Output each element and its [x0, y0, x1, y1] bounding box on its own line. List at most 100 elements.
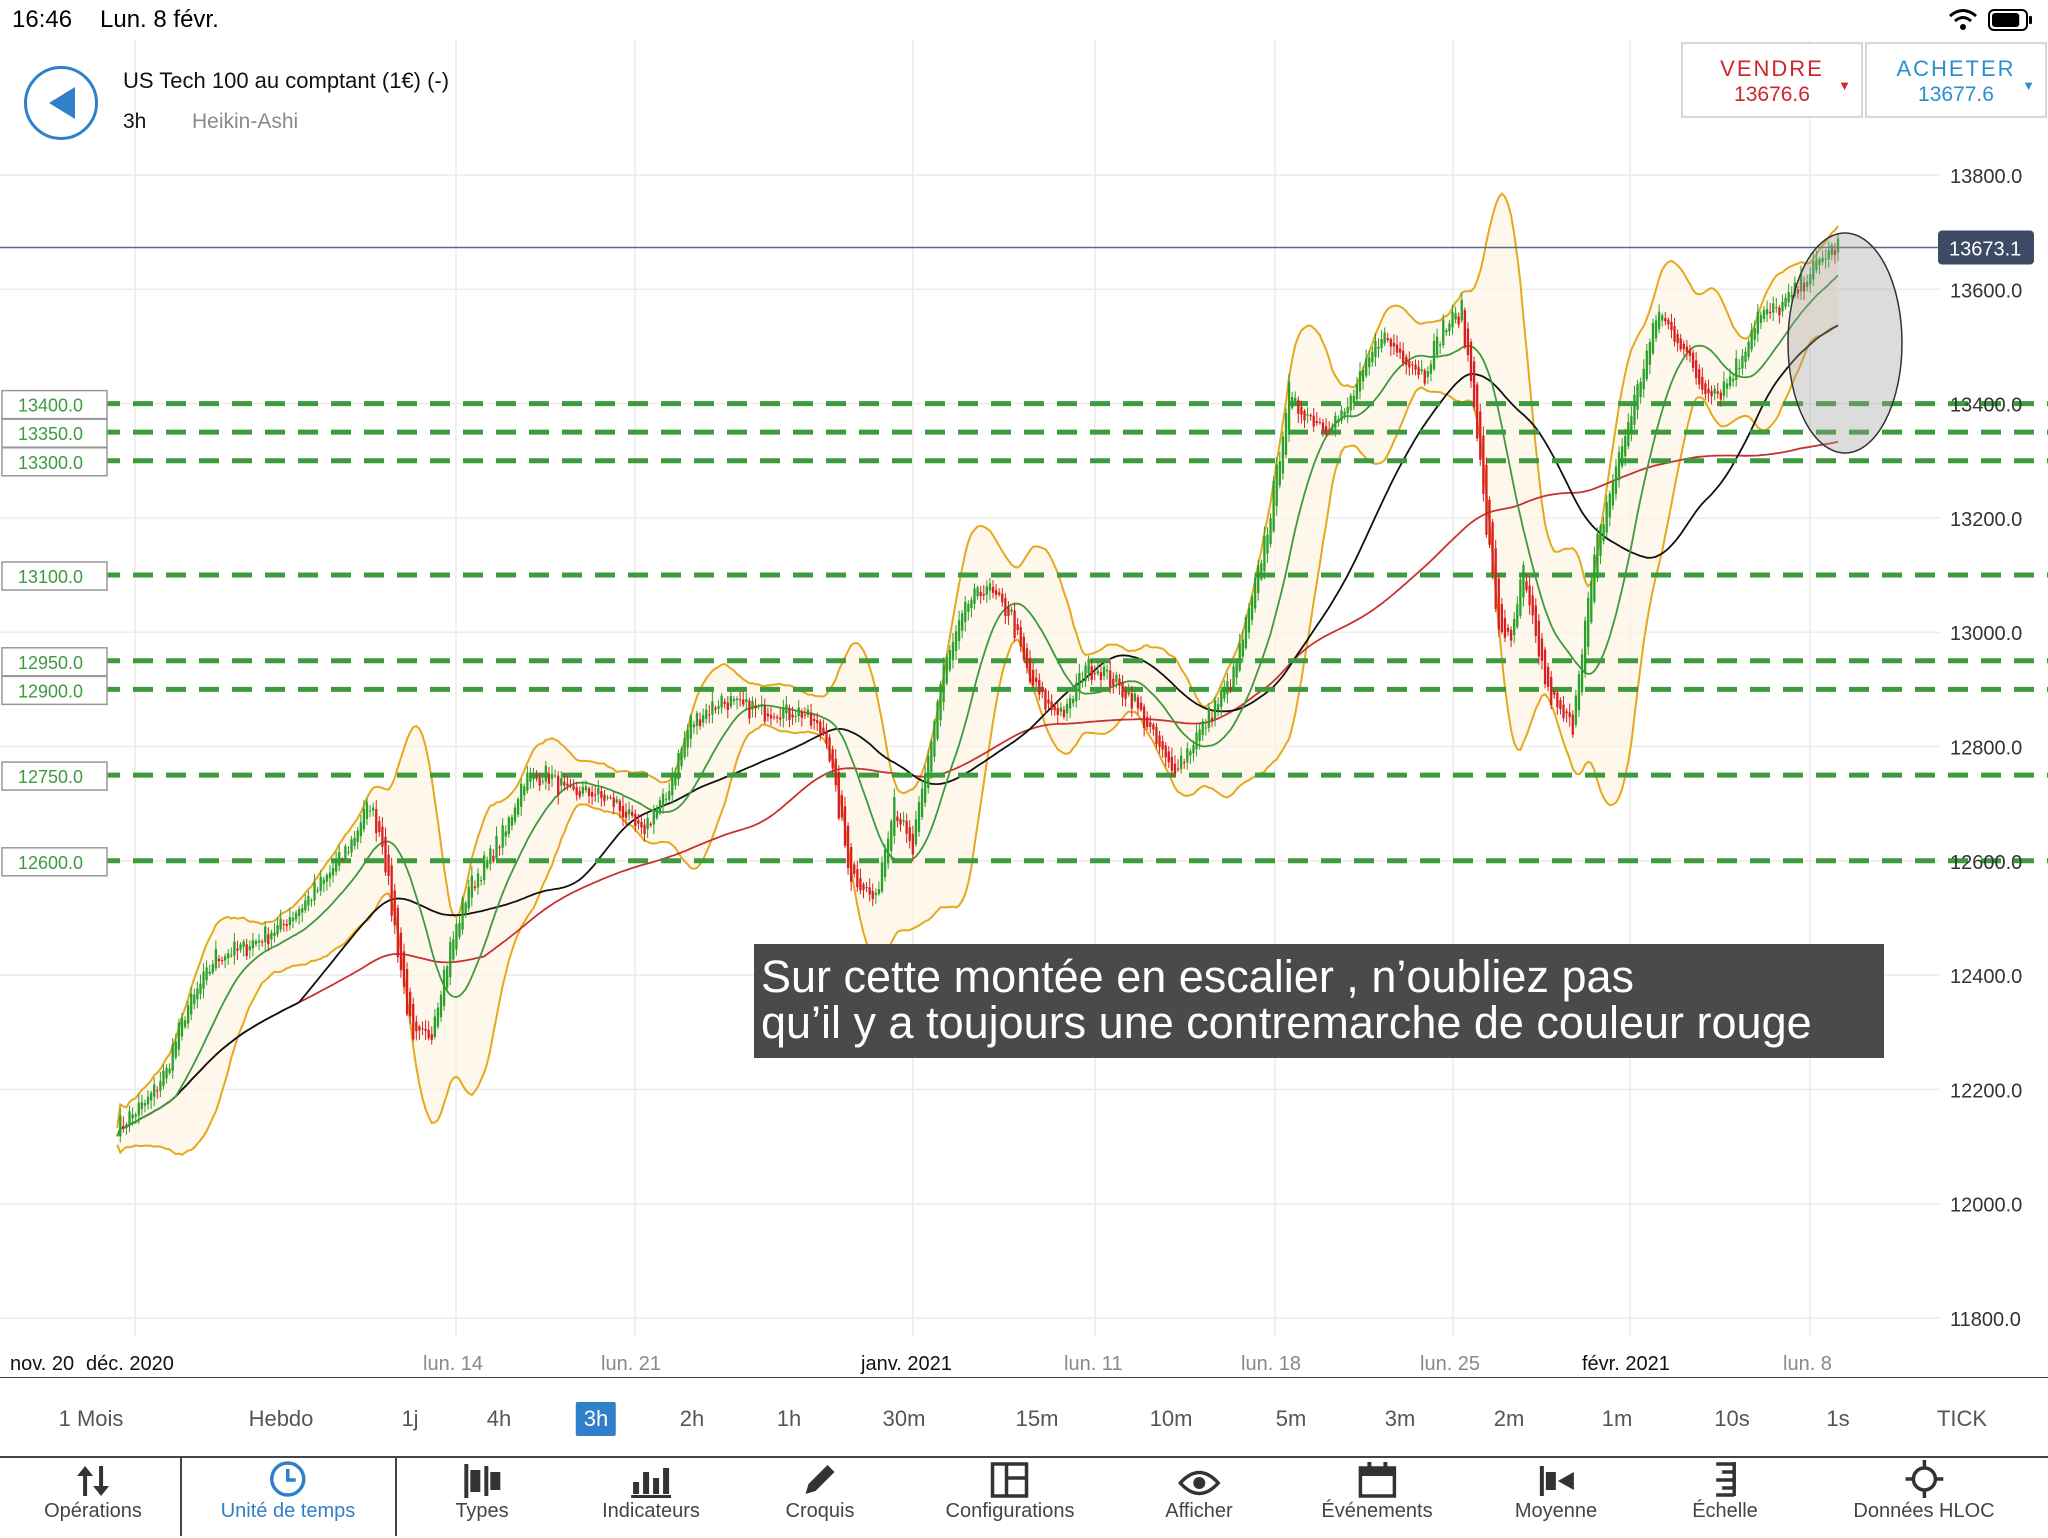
- timeframe-option-1j[interactable]: 1j: [401, 1406, 419, 1431]
- candle: [486, 859, 489, 868]
- candle: [378, 821, 381, 833]
- candle: [735, 698, 739, 701]
- candle: [809, 712, 813, 726]
- candle: [705, 709, 708, 719]
- timeframe-option-3h[interactable]: 3h: [575, 1402, 617, 1436]
- toolbar-candles-button[interactable]: Types: [455, 1458, 509, 1538]
- candle: [698, 719, 702, 726]
- candle: [1756, 311, 1759, 334]
- candle: [880, 862, 884, 892]
- candle: [964, 601, 967, 622]
- candle: [874, 892, 877, 896]
- timeframe-option-30m[interactable]: 30m: [882, 1406, 926, 1431]
- candle: [257, 940, 261, 943]
- toolbar-bar-chart-button[interactable]: Indicateurs: [602, 1458, 700, 1538]
- candle: [658, 800, 662, 814]
- timeframe-option-hebdo[interactable]: Hebdo: [248, 1406, 314, 1431]
- candle: [1312, 415, 1315, 427]
- toolbar-clock-button[interactable]: Unité de temps: [221, 1458, 355, 1538]
- instrument-title: US Tech 100 au comptant (1€) (-): [123, 68, 450, 93]
- candle: [409, 991, 412, 1017]
- candle: [236, 948, 239, 951]
- candle: [1318, 422, 1322, 424]
- candle: [1361, 369, 1365, 382]
- moving-average-mid-line: [116, 324, 1839, 1137]
- timeframe-option-15m[interactable]: 15m: [1015, 1406, 1059, 1431]
- timeframe-option-5m[interactable]: 5m: [1275, 1406, 1307, 1431]
- candle: [125, 1124, 128, 1128]
- candle: [782, 707, 785, 719]
- timeframe-option-1m[interactable]: 1m: [1601, 1406, 1633, 1431]
- candle: [887, 838, 890, 864]
- candle: [498, 847, 501, 849]
- candle: [1580, 654, 1584, 693]
- toolbar-arrows-updown-button[interactable]: Opérations: [44, 1458, 142, 1538]
- candle: [1229, 687, 1232, 690]
- timeframe-option-tick[interactable]: TICK: [1936, 1406, 1988, 1431]
- price-chart[interactable]: 13400.0 13350.0 13300.0 13100.0 12950.0 12900…: [0, 40, 2048, 1378]
- candle: [523, 786, 526, 796]
- candle: [473, 886, 477, 889]
- toolbar-eye-button[interactable]: Afficher: [1165, 1458, 1233, 1538]
- candle: [569, 784, 572, 787]
- candle: [455, 924, 458, 950]
- candle: [452, 939, 455, 960]
- timeframe-option-10s[interactable]: 10s: [1714, 1406, 1750, 1431]
- candle: [1161, 741, 1164, 750]
- toolbar-calendar-button[interactable]: Événements: [1321, 1458, 1433, 1538]
- back-button[interactable]: [24, 66, 98, 140]
- candle: [149, 1092, 153, 1101]
- timeframe-option-4h[interactable]: 4h: [486, 1406, 512, 1431]
- candle: [1109, 670, 1112, 687]
- candle: [1213, 700, 1217, 720]
- candle: [1506, 627, 1510, 632]
- candle: [1747, 341, 1750, 357]
- timeframe-option-3m[interactable]: 3m: [1384, 1406, 1416, 1431]
- timeframe-option-2m[interactable]: 2m: [1493, 1406, 1525, 1431]
- candle: [920, 788, 924, 818]
- candle: [621, 805, 625, 818]
- candle: [1636, 384, 1639, 410]
- candle: [520, 783, 523, 807]
- toolbar-crosshair-button[interactable]: Données HLOC: [1853, 1458, 1995, 1538]
- caption-line-1: Sur cette montée en escalier , n’oubliez…: [761, 951, 1634, 1002]
- candle: [359, 822, 362, 837]
- candle: [180, 1017, 184, 1037]
- candle: [171, 1044, 174, 1071]
- candle: [785, 704, 788, 714]
- timeframe-option-10m[interactable]: 10m: [1149, 1406, 1193, 1431]
- toolbar-layout-button[interactable]: Configurations: [946, 1458, 1074, 1538]
- timeframe-option-1s[interactable]: 1s: [1826, 1406, 1850, 1431]
- candle: [294, 912, 298, 920]
- candle: [1469, 341, 1473, 382]
- toolbar-pencil-button[interactable]: Croquis: [786, 1458, 854, 1538]
- candle: [1368, 357, 1371, 368]
- candle: [748, 700, 751, 719]
- candle: [794, 715, 797, 717]
- candle: [973, 588, 976, 604]
- candle: [701, 715, 705, 723]
- sell-button[interactable]: VENDRE 13676.6 ▼: [1681, 42, 1863, 118]
- candle: [260, 941, 264, 943]
- candle: [1078, 672, 1081, 692]
- candle: [233, 941, 236, 956]
- toolbar-scale-button[interactable]: Échelle: [1692, 1458, 1758, 1538]
- timeframe-option-1h[interactable]: 1h: [776, 1406, 802, 1431]
- candle: [726, 702, 729, 710]
- buy-button[interactable]: ACHETER 13677.6 ▼: [1865, 42, 2047, 118]
- candle: [998, 592, 1001, 595]
- candle: [1460, 299, 1463, 321]
- level-label: 12750.0: [18, 767, 83, 787]
- level-label: 13400.0: [18, 396, 83, 416]
- candle: [1010, 609, 1013, 612]
- candle: [1321, 422, 1325, 431]
- timeframe-option-2h[interactable]: 2h: [679, 1406, 705, 1431]
- timeframe-option-1-mois[interactable]: 1 Mois: [58, 1406, 124, 1431]
- candle: [1300, 406, 1303, 415]
- toolbar-average-button[interactable]: Moyenne: [1515, 1458, 1597, 1538]
- candle: [587, 788, 591, 796]
- candle: [1466, 328, 1470, 356]
- status-bar: 16:46 Lun. 8 févr.: [0, 0, 2048, 40]
- candle: [1022, 636, 1026, 660]
- eye-icon: [1165, 1458, 1232, 1498]
